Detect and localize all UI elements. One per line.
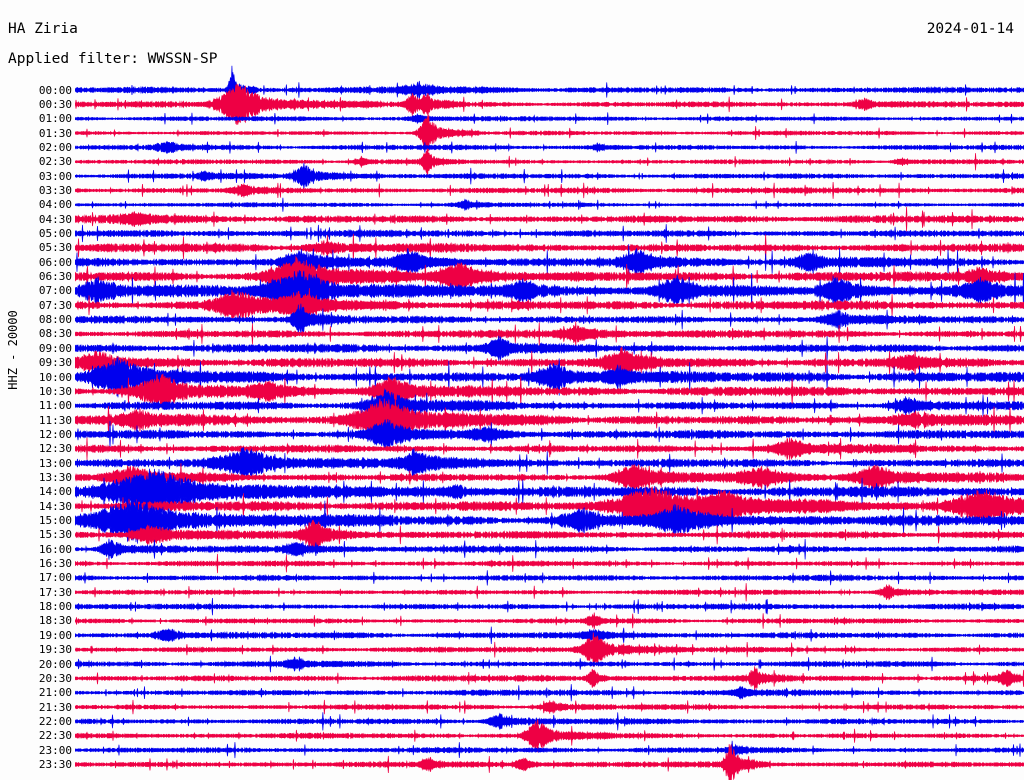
trace-row xyxy=(75,666,1024,691)
time-label: 02:00 xyxy=(38,140,72,154)
time-label: 18:00 xyxy=(38,600,72,614)
time-label: 17:30 xyxy=(38,585,72,599)
applied-filter-label: Applied filter: WWSSN-SP xyxy=(8,51,218,67)
trace-row xyxy=(75,335,1024,361)
trace-row xyxy=(75,740,1024,760)
time-label: 20:30 xyxy=(38,671,72,685)
trace-row xyxy=(75,321,1024,347)
trace-row xyxy=(75,626,1024,644)
time-label: 20:00 xyxy=(38,657,72,671)
trace-row xyxy=(75,447,1024,480)
time-label: 22:00 xyxy=(38,714,72,728)
time-label: 00:00 xyxy=(38,83,72,97)
time-label: 02:30 xyxy=(38,155,72,169)
trace-row xyxy=(75,419,1024,450)
trace-row xyxy=(75,655,1024,673)
time-label: 19:00 xyxy=(38,628,72,642)
time-label: 14:30 xyxy=(38,499,72,513)
time-label: 00:30 xyxy=(38,97,72,111)
record-date: 2024-01-14 xyxy=(926,21,1014,37)
time-label: 23:30 xyxy=(38,757,72,771)
trace-row xyxy=(75,570,1024,586)
seismogram-traces xyxy=(75,65,1024,780)
trace-row xyxy=(75,538,1024,560)
time-label: 06:30 xyxy=(38,270,72,284)
time-label: 12:30 xyxy=(38,442,72,456)
station-title: HA Ziria xyxy=(8,21,78,37)
trace-row xyxy=(75,112,1024,126)
time-label: 19:30 xyxy=(38,643,72,657)
trace-row xyxy=(75,519,1024,551)
trace-row xyxy=(75,597,1024,616)
time-label: 09:00 xyxy=(38,341,72,355)
trace-row xyxy=(75,114,1024,152)
time-axis: 00:00 00:30 01:00 01:30 02:00 02:30 03:00 03:30… xyxy=(0,0,72,780)
trace-row xyxy=(75,140,1024,155)
trace-row xyxy=(75,583,1024,602)
trace-row xyxy=(75,553,1024,574)
time-label: 16:30 xyxy=(38,557,72,571)
time-label: 15:30 xyxy=(38,528,72,542)
trace-row xyxy=(75,463,1024,492)
trace-row xyxy=(75,437,1024,461)
trace-row xyxy=(75,684,1024,702)
trace-row xyxy=(75,497,1024,544)
trace-plot-area xyxy=(75,0,1024,780)
time-label: 07:30 xyxy=(38,298,72,312)
trace-row xyxy=(75,83,1024,125)
trace-row xyxy=(75,468,1024,515)
trace-row xyxy=(75,162,1024,190)
time-label: 11:30 xyxy=(38,413,72,427)
trace-row xyxy=(75,244,1024,281)
time-label: 05:30 xyxy=(38,241,72,255)
time-label: 13:30 xyxy=(38,470,72,484)
time-label: 07:00 xyxy=(38,284,72,298)
time-label: 21:00 xyxy=(38,686,72,700)
trace-row xyxy=(75,148,1024,175)
time-label: 08:00 xyxy=(38,313,72,327)
time-label: 16:00 xyxy=(38,542,72,556)
trace-row xyxy=(75,206,1024,232)
time-label: 10:00 xyxy=(38,370,72,384)
time-label: 03:00 xyxy=(38,169,72,183)
time-label: 18:30 xyxy=(38,614,72,628)
trace-row xyxy=(75,719,1024,753)
time-label: 10:30 xyxy=(38,384,72,398)
trace-row xyxy=(75,699,1024,715)
trace-row xyxy=(75,712,1024,731)
time-label: 17:00 xyxy=(38,571,72,585)
time-label: 08:30 xyxy=(38,327,72,341)
trace-row xyxy=(75,744,1024,780)
trace-row xyxy=(75,233,1024,262)
time-label: 15:00 xyxy=(38,514,72,527)
time-label: 04:00 xyxy=(38,198,72,212)
time-label: 12:00 xyxy=(38,427,72,441)
time-label: 13:00 xyxy=(38,456,72,470)
trace-row xyxy=(75,181,1024,199)
trace-row xyxy=(75,65,1024,115)
trace-row xyxy=(75,486,1024,526)
trace-row xyxy=(75,632,1024,667)
time-label: 01:30 xyxy=(38,126,72,140)
time-label: 04:30 xyxy=(38,212,72,226)
time-label: 05:00 xyxy=(38,227,72,240)
time-label: 22:30 xyxy=(38,729,72,743)
trace-row xyxy=(75,288,1024,323)
trace-row xyxy=(75,197,1024,212)
time-label: 01:00 xyxy=(38,112,72,126)
trace-row xyxy=(75,303,1024,336)
trace-row xyxy=(75,346,1024,379)
time-label: 14:00 xyxy=(38,485,72,499)
trace-row xyxy=(75,224,1024,243)
time-label: 11:00 xyxy=(38,399,72,413)
time-label: 21:30 xyxy=(38,700,72,714)
trace-row xyxy=(75,612,1024,630)
time-label: 23:00 xyxy=(38,743,72,757)
time-label: 06:00 xyxy=(38,255,72,269)
time-label: 09:30 xyxy=(38,356,72,370)
time-label: 03:30 xyxy=(38,183,72,197)
